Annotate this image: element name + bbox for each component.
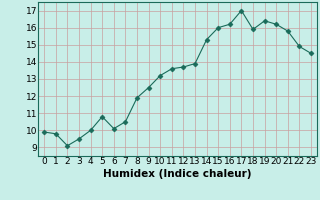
X-axis label: Humidex (Indice chaleur): Humidex (Indice chaleur): [103, 169, 252, 179]
